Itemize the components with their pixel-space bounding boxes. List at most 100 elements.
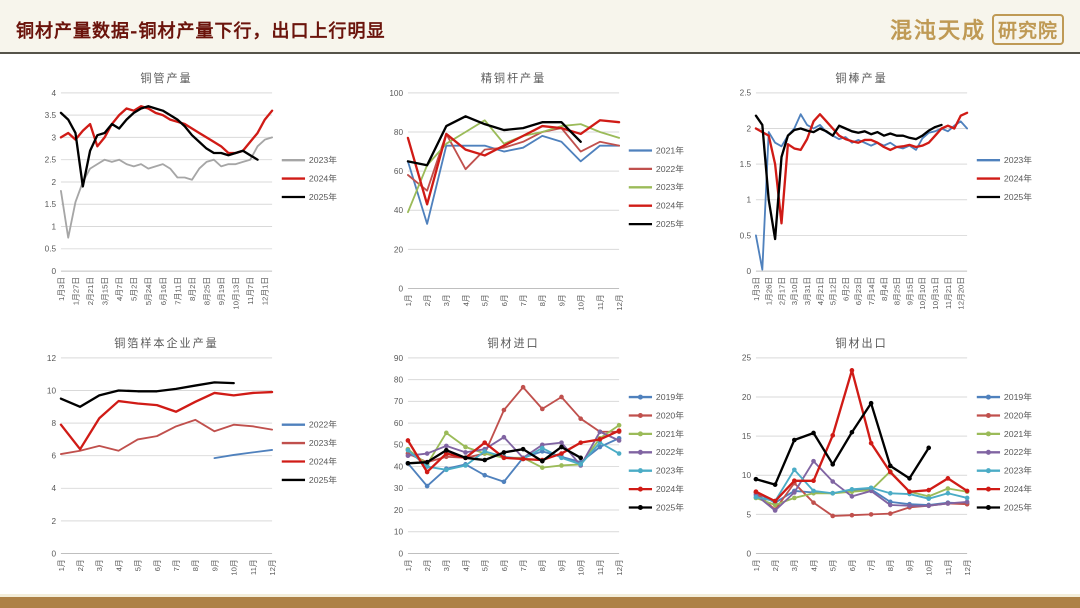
y-tick-label: 6 xyxy=(52,452,57,461)
x-tick-label: 8月 xyxy=(886,559,895,571)
legend-label: 2021年 xyxy=(1004,428,1032,439)
legend-item: 2025年 xyxy=(629,501,685,512)
x-tick-label: 4月 xyxy=(114,559,123,571)
x-tick-label: 1月 xyxy=(751,559,760,571)
x-tick-label: 6月 xyxy=(153,559,162,571)
legend-label: 2023年 xyxy=(309,437,337,448)
legend-item: 2023年 xyxy=(281,437,337,448)
x-tick-label: 6月 xyxy=(500,559,509,571)
chart-copper-foil-sample-output: 铜箔样本企业产量 0 2 4 6 8 10 12 1月 2月 3月 4月 5月 6月 7月 8月 9月 10月 11… xyxy=(28,333,357,590)
x-tick-label: 12月 xyxy=(268,559,277,575)
x-tick-label: 10月10日 xyxy=(918,277,927,310)
x-tick-label: 7月11日 xyxy=(173,277,182,305)
logo-text-boxed: 研究院 xyxy=(991,13,1064,45)
x-tick-label: 11月21日 xyxy=(943,277,952,309)
x-tick-label: 4月21日 xyxy=(815,277,824,305)
legend-item: 2024年 xyxy=(976,172,1032,183)
legend-item: 2024年 xyxy=(281,455,337,466)
y-tick-label: 2.5 xyxy=(739,89,751,98)
legend-label: 2024年 xyxy=(309,455,337,466)
legend-item: 2023年 xyxy=(976,465,1032,476)
legend-label: 2024年 xyxy=(1004,483,1032,494)
y-tick-label: 10 xyxy=(394,528,404,537)
legend-label: 2024年 xyxy=(309,172,337,183)
x-tick-label: 2月21日 xyxy=(86,277,95,305)
legend-label: 2025年 xyxy=(309,191,337,202)
x-tick-label: 2月 xyxy=(423,294,432,306)
y-tick-label: 2.5 xyxy=(45,156,57,165)
y-tick-label: 0 xyxy=(399,549,404,558)
x-tick-label: 11月 xyxy=(943,559,952,575)
x-tick-label: 6月2日 xyxy=(841,277,850,301)
x-tick-label: 1月3日 xyxy=(751,277,760,301)
x-tick-label: 8月 xyxy=(539,294,548,306)
legend-item: 2021年 xyxy=(976,428,1032,439)
x-tick-label: 1月 xyxy=(57,559,66,571)
x-tick-label: 5月24日 xyxy=(144,277,153,305)
legend-label: 2020年 xyxy=(656,409,684,420)
chart-title: 铜材进口 xyxy=(488,336,540,350)
x-tick-label: 3月15日 xyxy=(101,277,110,305)
y-tick-label: 1.5 xyxy=(739,160,751,169)
chart-copper-tube-output: 铜管产量 0 0.5 1 1.5 2 2.5 3 3.5 4 1月3日 1月27日 2月21日 3月15日… xyxy=(28,68,357,325)
y-tick-label: 40 xyxy=(394,206,404,215)
x-tick-label: 1月 xyxy=(404,559,413,571)
y-tick-label: 20 xyxy=(394,506,404,515)
x-tick-label: 9月19日 xyxy=(217,277,226,305)
y-tick-label: 50 xyxy=(394,441,404,450)
x-tick-label: 3月 xyxy=(790,559,799,571)
legend-item: 2025年 xyxy=(281,474,337,485)
y-tick-label: 80 xyxy=(394,376,404,385)
legend-item: 2023年 xyxy=(976,154,1032,165)
x-tick-label: 3月 xyxy=(443,294,452,306)
legend-label: 2025年 xyxy=(656,501,684,512)
legend-label: 2021年 xyxy=(656,428,684,439)
y-tick-label: 0 xyxy=(52,267,57,276)
legend-item: 2025年 xyxy=(976,191,1032,202)
x-tick-label: 4月7日 xyxy=(115,277,124,301)
x-tick-label: 11月 xyxy=(596,559,605,575)
y-tick-label: 4 xyxy=(52,89,57,98)
y-tick-label: 1 xyxy=(52,222,57,231)
legend-label: 2019年 xyxy=(1004,391,1032,402)
x-tick-label: 2月 xyxy=(771,559,780,571)
legend-label: 2024年 xyxy=(656,200,684,211)
x-tick-label: 8月4日 xyxy=(879,277,888,301)
y-tick-label: 20 xyxy=(394,245,404,254)
y-tick-label: 1.5 xyxy=(45,200,57,209)
chart-title: 精铜杆产量 xyxy=(481,71,546,85)
legend-item: 2023年 xyxy=(629,465,685,476)
x-tick-label: 2月 xyxy=(423,559,432,571)
x-tick-label: 11月7日 xyxy=(246,277,255,305)
chart-copper-imports: 铜材进口 0 10 20 30 40 50 60 70 80 90 1月 2月 3月 4月 5月 6月 7月 8月 9… xyxy=(375,333,704,590)
x-tick-label: 9月 xyxy=(558,559,567,571)
x-tick-label: 11月 xyxy=(249,559,258,575)
x-tick-label: 5月2日 xyxy=(130,277,139,301)
x-tick-label: 3月 xyxy=(95,559,104,571)
chart-canvas: 铜材出口 0 5 10 15 20 25 1月 2月 3月 4月 5月 6月 7月 8月 9月 10月 11月 12… xyxy=(742,336,1032,575)
x-tick-label: 7月 xyxy=(519,294,528,306)
x-tick-label: 1月3日 xyxy=(57,277,66,301)
y-tick-label: 3 xyxy=(52,133,57,142)
legend-item: 2022年 xyxy=(629,446,685,457)
y-tick-label: 25 xyxy=(742,354,752,363)
x-tick-label: 4月 xyxy=(462,559,471,571)
y-tick-label: 8 xyxy=(52,419,57,428)
chart-copper-exports: 铜材出口 0 5 10 15 20 25 1月 2月 3月 4月 5月 6月 7月 8月 9月 10月 11月 12… xyxy=(723,333,1052,590)
legend-item: 2023年 xyxy=(281,154,337,165)
x-tick-label: 5月12日 xyxy=(828,277,837,305)
y-tick-label: 0 xyxy=(746,549,751,558)
y-tick-label: 2 xyxy=(746,124,751,133)
x-tick-label: 11月 xyxy=(596,294,605,310)
legend-item: 2022年 xyxy=(629,163,685,174)
y-tick-label: 3.5 xyxy=(45,111,57,120)
y-tick-label: 20 xyxy=(742,393,752,402)
x-tick-label: 9月 xyxy=(210,559,219,571)
legend-item: 2024年 xyxy=(976,483,1032,494)
chart-title: 铜管产量 xyxy=(140,71,192,85)
y-tick-label: 0 xyxy=(746,267,751,276)
legend-label: 2025年 xyxy=(656,218,684,229)
x-tick-label: 7月 xyxy=(519,559,528,571)
x-tick-label: 1月 xyxy=(404,294,413,306)
y-tick-label: 0 xyxy=(399,284,404,293)
